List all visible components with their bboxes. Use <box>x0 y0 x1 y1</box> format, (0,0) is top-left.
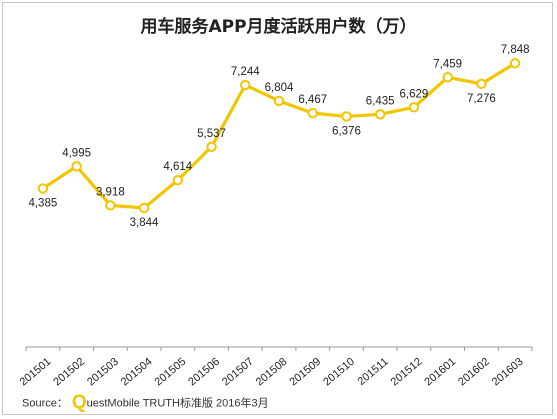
data-label: 6,376 <box>332 125 361 137</box>
data-label: 5,537 <box>197 128 226 140</box>
x-tick-label: 201602 <box>456 356 492 389</box>
x-tick-label: 201502 <box>51 356 87 389</box>
x-tick-label: 201506 <box>186 356 222 389</box>
data-label: 6,804 <box>265 82 294 94</box>
x-tick-label: 201601 <box>422 356 458 389</box>
source-footer: Source： QuestMobile TRUTH标准版 2016年3月 <box>22 393 269 413</box>
data-point <box>442 72 453 83</box>
data-point <box>408 102 420 113</box>
chart-frame <box>2 2 553 415</box>
data-label: 7,276 <box>467 93 496 105</box>
data-point <box>476 78 487 90</box>
x-tick-label: 201507 <box>220 356 256 389</box>
data-label: 6,467 <box>298 94 327 106</box>
x-tick-label: 201505 <box>153 356 189 389</box>
data-label: 3,918 <box>96 186 125 198</box>
x-tick-label: 201512 <box>389 356 425 389</box>
x-tick-label: 201504 <box>119 356 155 389</box>
data-label: 6,629 <box>400 88 429 100</box>
data-label: 6,435 <box>366 95 395 107</box>
x-tick-label: 201511 <box>356 356 391 388</box>
data-label: 7,848 <box>501 44 530 56</box>
data-label: 4,385 <box>28 197 57 209</box>
data-point <box>206 141 217 152</box>
data-point <box>138 202 150 214</box>
data-label: 7,459 <box>433 58 462 70</box>
brand-initial: Q <box>71 392 87 413</box>
data-label: 7,244 <box>231 66 260 78</box>
source-text: uestMobile TRUTH标准版 2016年3月 <box>86 397 269 410</box>
data-point <box>307 107 318 119</box>
data-label: 4,995 <box>62 147 91 159</box>
chart-title: 用车服务APP月度活跃用户数（万） <box>140 17 417 37</box>
x-tick-label: 201501 <box>18 356 54 389</box>
x-tick-label: 201510 <box>321 356 357 389</box>
data-point <box>71 161 82 172</box>
data-point <box>37 183 49 194</box>
data-label: 3,844 <box>130 217 159 229</box>
data-point <box>273 95 285 107</box>
x-tick-label: 201509 <box>287 356 323 389</box>
data-point <box>509 57 521 69</box>
data-point <box>172 174 184 186</box>
source-label: Source： <box>22 397 68 410</box>
data-label: 4,614 <box>163 161 192 173</box>
data-point <box>240 79 251 91</box>
x-tick-label: 201508 <box>254 356 290 389</box>
data-point <box>105 200 116 211</box>
data-point <box>341 111 352 122</box>
x-tick-label: 201503 <box>85 356 121 389</box>
x-tick-label: 201603 <box>490 356 526 389</box>
data-point <box>375 109 386 120</box>
